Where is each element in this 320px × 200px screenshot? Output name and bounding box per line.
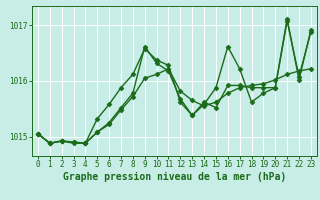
- X-axis label: Graphe pression niveau de la mer (hPa): Graphe pression niveau de la mer (hPa): [63, 172, 286, 182]
